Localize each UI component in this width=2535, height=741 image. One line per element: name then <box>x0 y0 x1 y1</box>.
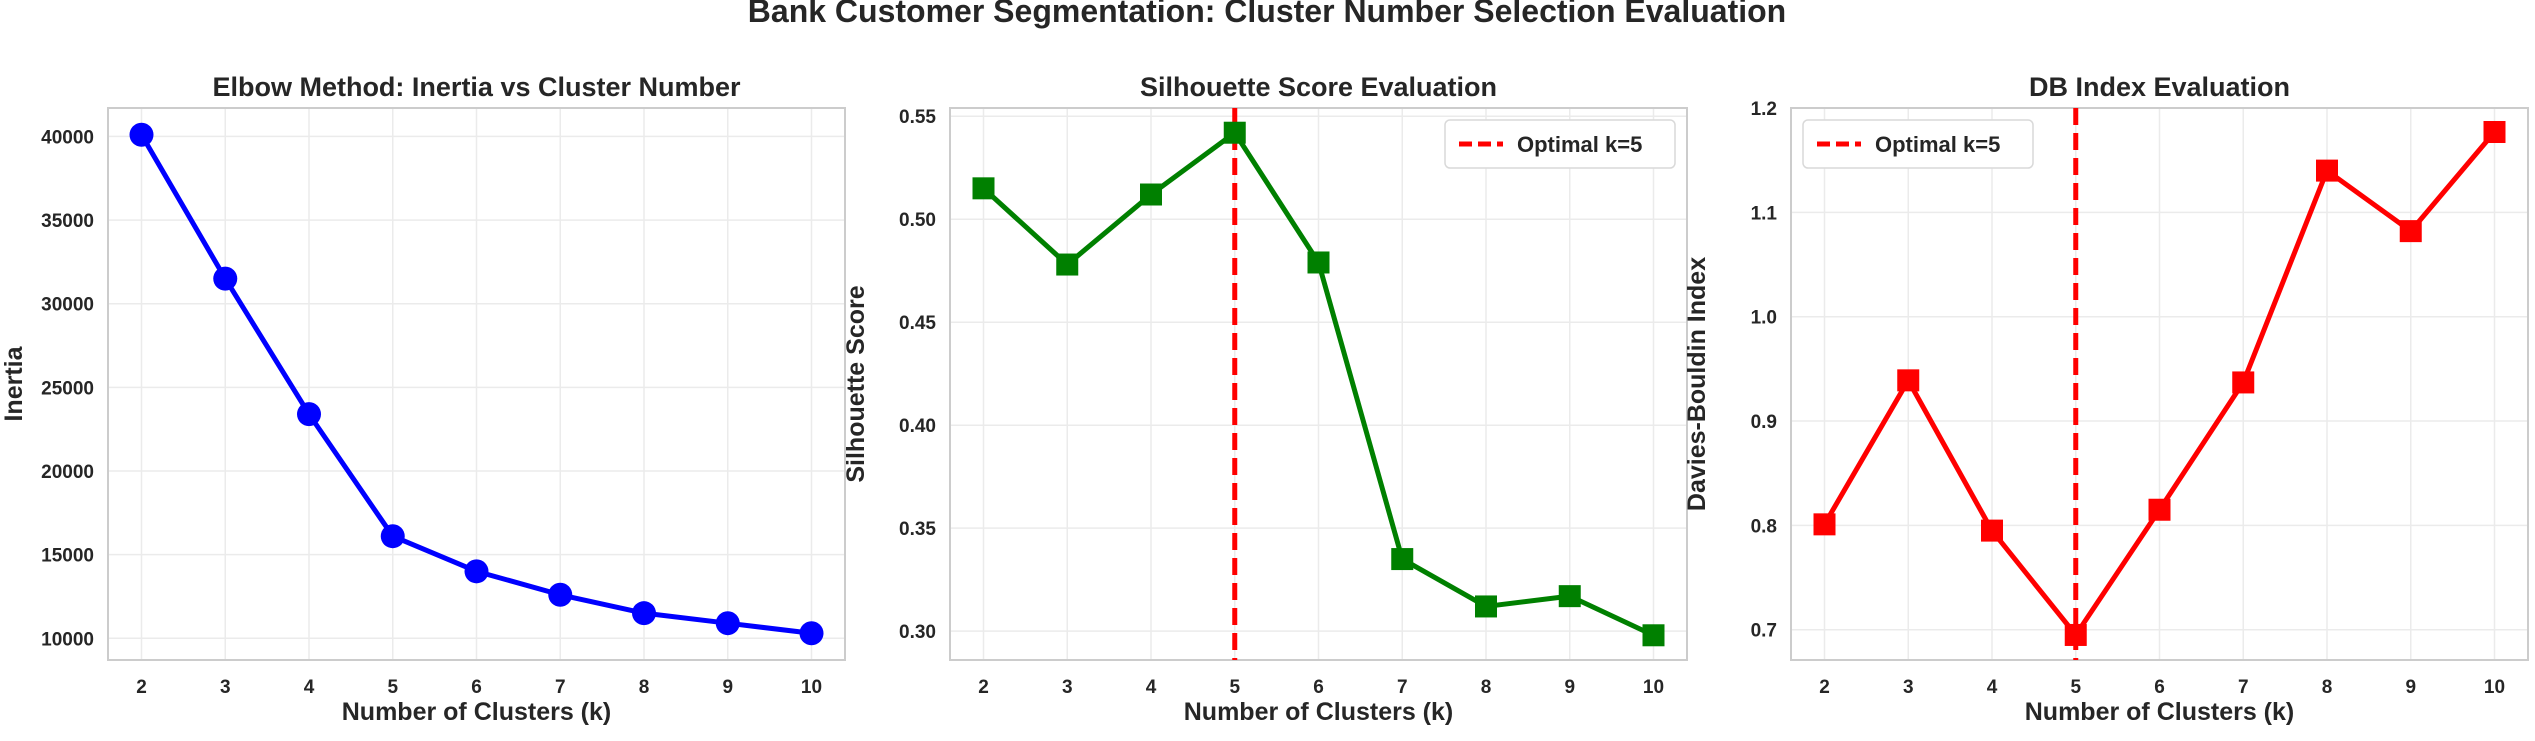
y-tick-label: 0.30 <box>899 622 936 643</box>
data-point <box>799 621 824 646</box>
legend: Optimal k=5 <box>1802 119 2034 169</box>
x-axis-label: Number of Clusters (k) <box>342 698 611 726</box>
legend: Optimal k=5 <box>1444 119 1676 169</box>
data-point <box>380 524 405 549</box>
data-point <box>715 611 740 636</box>
chart-panel-3: 2 3 4 5 6 7 8 9 10 0.7 0.8 0.9 1.0 1.1 1.2 DB Index Eva… <box>1683 72 2529 726</box>
data-point <box>2148 498 2171 521</box>
data-point <box>1475 595 1497 618</box>
panel-title: Elbow Method: Inertia vs Cluster Number <box>212 72 741 102</box>
y-tick-label: 1.0 <box>1751 308 1777 329</box>
x-tick-label: 9 <box>1564 677 1575 698</box>
y-tick-label: 25000 <box>41 378 94 399</box>
y-tick-label: 0.55 <box>899 107 936 128</box>
data-point <box>2316 159 2338 182</box>
y-tick-label: 0.9 <box>1751 412 1777 433</box>
x-axis-label: Number of Clusters (k) <box>1184 698 1453 726</box>
y-tick-label: 10000 <box>41 629 94 650</box>
panel-title: Silhouette Score Evaluation <box>1140 72 1497 102</box>
x-tick-label: 9 <box>2405 677 2416 698</box>
y-tick-label: 15000 <box>41 546 94 567</box>
data-point <box>1642 624 1665 647</box>
y-tick-label: 1.1 <box>1751 203 1778 224</box>
x-axis-label: Number of Clusters (k) <box>2025 698 2294 726</box>
data-point <box>1223 121 1246 144</box>
x-tick-label: 10 <box>801 677 822 698</box>
chart-panel-1: 2 3 4 5 6 7 8 9 10 10000 15000 20000 25000 30000 35000… <box>0 72 846 726</box>
data-point <box>548 582 573 607</box>
x-tick-label: 10 <box>2484 677 2505 698</box>
chart-panels: 2 3 4 5 6 7 8 9 10 10000 15000 20000 25000 30000 35000… <box>0 72 2529 726</box>
y-tick-label: 0.8 <box>1751 516 1777 537</box>
data-point <box>464 559 489 584</box>
x-tick-label: 6 <box>2154 677 2165 698</box>
x-tick-label: 2 <box>1819 677 1830 698</box>
y-tick-label: 30000 <box>41 295 94 316</box>
y-tick-label: 1.2 <box>1751 99 1777 120</box>
x-tick-label: 3 <box>1062 677 1073 698</box>
x-tick-label: 10 <box>1643 677 1664 698</box>
data-point <box>632 601 656 626</box>
x-tick-label: 5 <box>1229 677 1240 698</box>
data-point <box>129 122 154 147</box>
x-tick-label: 6 <box>1313 677 1324 698</box>
y-axis-label: Inertia <box>0 345 28 421</box>
x-tick-label: 7 <box>1397 677 1408 698</box>
legend-label: Optimal k=5 <box>1875 132 2000 157</box>
x-tick-label: 3 <box>1903 677 1914 698</box>
data-point <box>1981 519 2003 542</box>
chart-panel-2: 2 3 4 5 6 7 8 9 10 0.30 0.35 0.40 0.45 0.50 0.55 Silhou… <box>842 72 1688 726</box>
data-point <box>972 177 995 200</box>
legend-box <box>1444 119 1676 169</box>
data-point <box>1307 251 1330 274</box>
x-tick-label: 7 <box>2238 677 2249 698</box>
x-tick-label: 3 <box>220 677 231 698</box>
y-tick-label: 40000 <box>41 127 94 148</box>
y-axis-label: Silhouette Score <box>842 285 870 482</box>
x-tick-label: 4 <box>304 677 315 698</box>
legend-box <box>1802 119 2034 169</box>
y-axis-label: Davies-Bouldin Index <box>1683 257 1711 511</box>
panel-title: DB Index Evaluation <box>2029 72 2290 102</box>
x-tick-label: 2 <box>136 677 147 698</box>
x-tick-label: 6 <box>471 677 482 698</box>
x-tick-label: 9 <box>722 677 733 698</box>
x-tick-label: 7 <box>555 677 566 698</box>
y-tick-label: 20000 <box>41 462 94 483</box>
data-point <box>1391 548 1414 571</box>
data-point <box>1056 253 1079 276</box>
x-tick-label: 4 <box>1146 677 1157 698</box>
y-tick-label: 0.7 <box>1751 621 1777 642</box>
data-point <box>1140 183 1162 206</box>
data-point <box>213 266 238 291</box>
y-tick-label: 35000 <box>41 211 94 232</box>
x-tick-label: 8 <box>1481 677 1492 698</box>
data-point <box>1558 585 1581 608</box>
data-point <box>1813 513 1836 536</box>
x-tick-label: 8 <box>639 677 650 698</box>
y-tick-label: 0.35 <box>899 519 936 540</box>
figure-title: Bank Customer Segmentation: Cluster Numb… <box>748 0 1786 29</box>
plot-frame <box>1790 107 2529 661</box>
data-point <box>1897 369 1920 392</box>
legend-label: Optimal k=5 <box>1517 132 1642 157</box>
y-tick-label: 0.50 <box>899 210 936 231</box>
plot-frame <box>107 107 846 661</box>
data-point <box>2399 220 2422 243</box>
y-tick-label: 0.40 <box>899 416 936 437</box>
x-tick-label: 2 <box>978 677 989 698</box>
data-point <box>297 402 321 427</box>
plot-frame <box>949 107 1688 661</box>
x-tick-label: 4 <box>1987 677 1998 698</box>
x-tick-label: 5 <box>387 677 398 698</box>
x-tick-label: 8 <box>2322 677 2333 698</box>
x-tick-label: 5 <box>2070 677 2081 698</box>
data-point <box>2483 121 2506 143</box>
data-point <box>2232 371 2255 394</box>
data-point <box>2064 623 2087 646</box>
y-tick-label: 0.45 <box>899 313 936 334</box>
